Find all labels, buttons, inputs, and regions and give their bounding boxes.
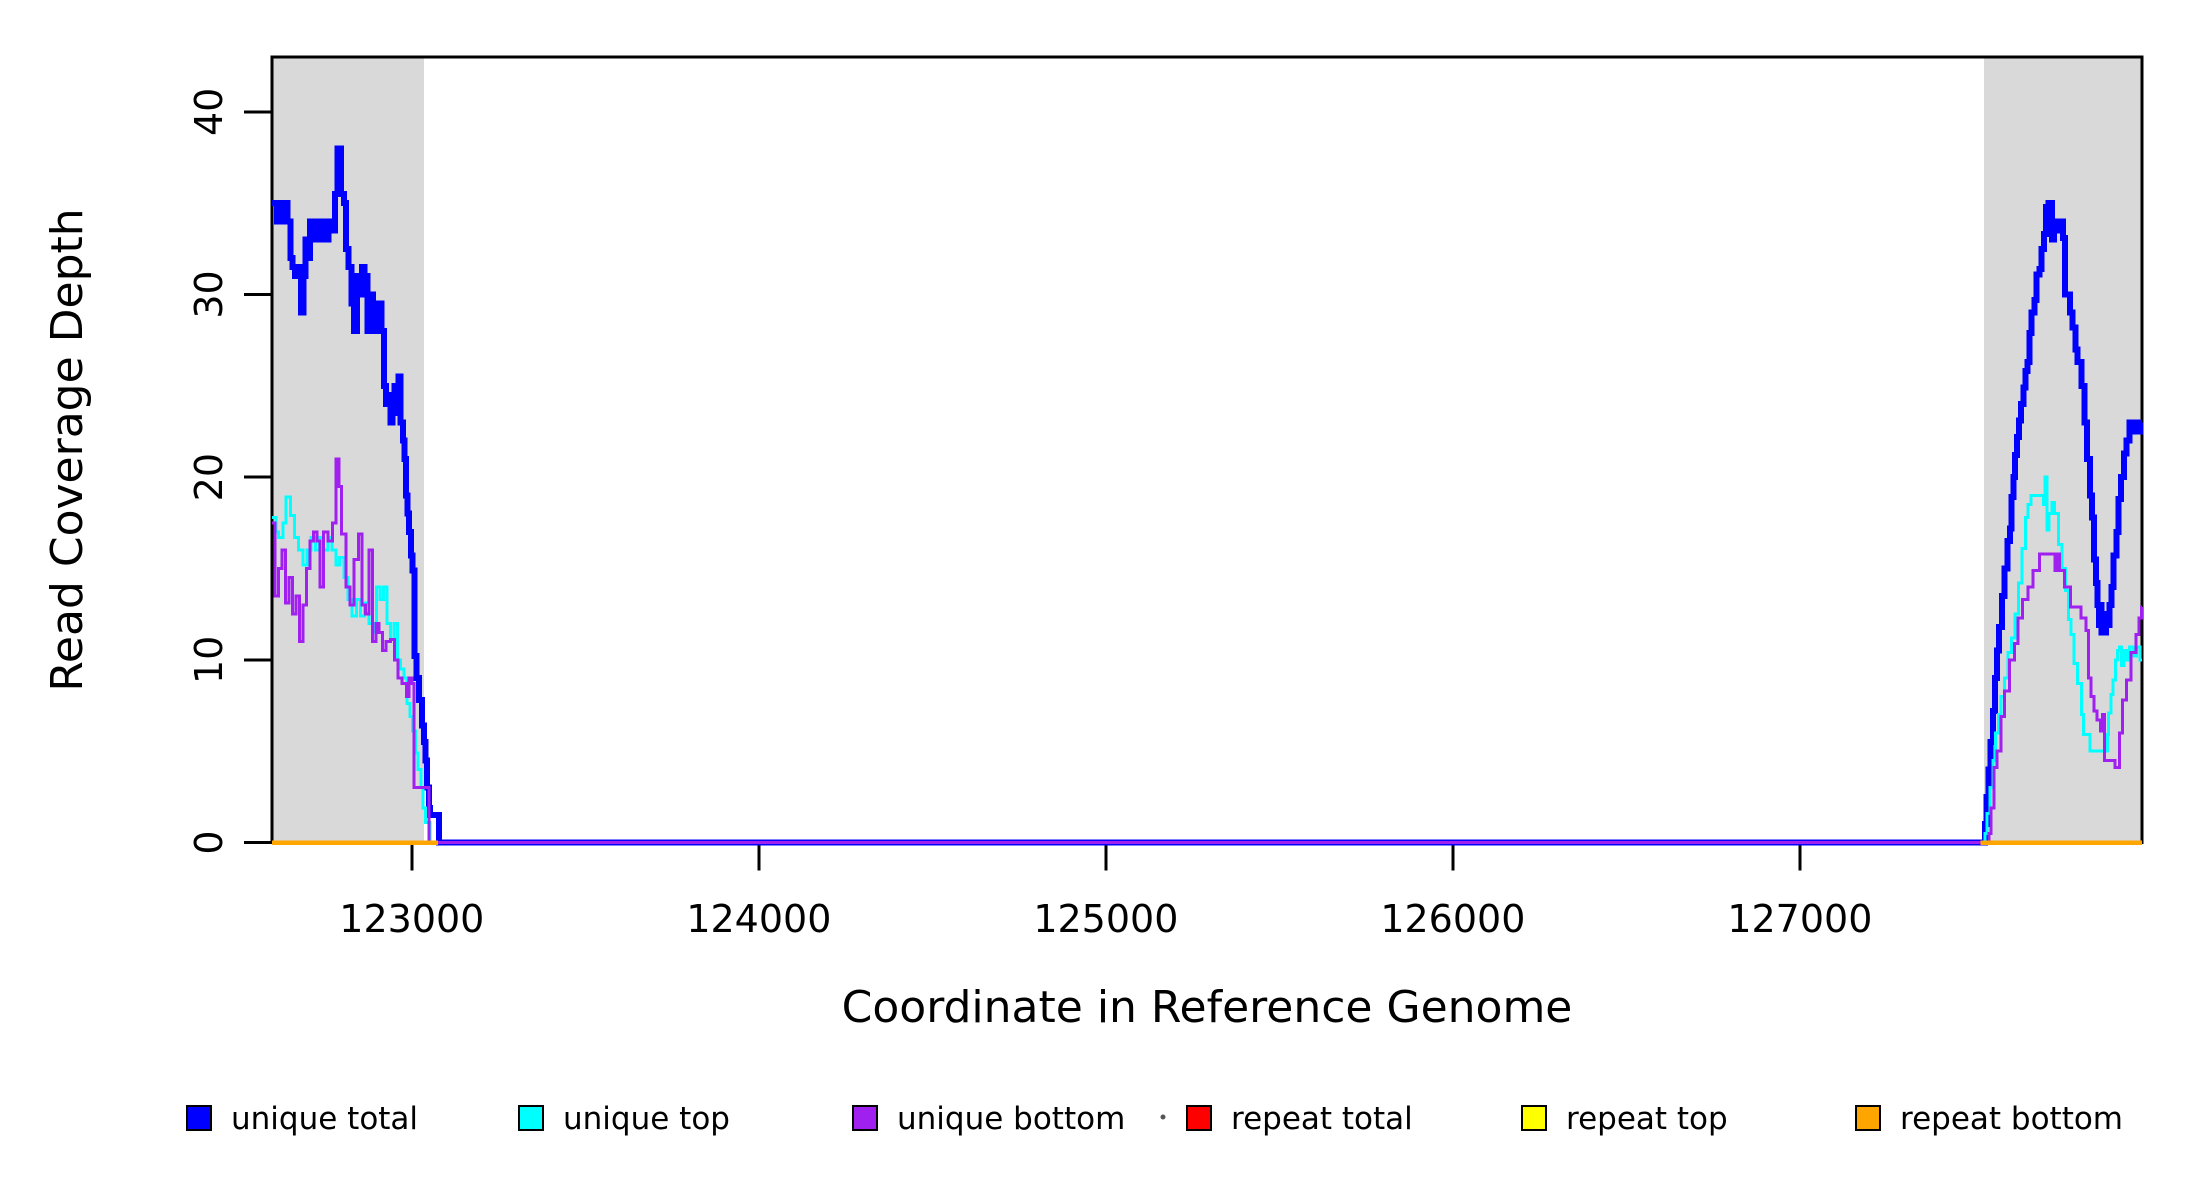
legend-swatch-repeat-total [1186,1105,1212,1131]
y-tick-label: 40 [187,88,231,136]
series-unique_total [272,145,2144,846]
legend-swatch-unique-total [186,1105,212,1131]
data-series [272,145,2144,846]
legend-swatch-repeat-bottom [1855,1105,1881,1131]
plot-border [270,55,2144,844]
repeat-region-left [272,57,424,843]
legend-label-unique-total: unique total [231,1101,418,1137]
legend-label-repeat-bottom: repeat bottom [1900,1101,2123,1137]
repeat-region-right [1983,57,2142,843]
legend-label-repeat-top: repeat top [1566,1101,1728,1137]
x-axis: 123000 124000 125000 126000 127000 [339,842,1872,941]
legend-swatch-repeat-top [1521,1105,1547,1131]
x-tick-label: 126000 [1380,897,1525,941]
x-tick-label: 124000 [686,897,831,941]
series-unique_top [272,475,2142,844]
x-axis-title: Coordinate in Reference Genome [842,982,1573,1033]
y-tick-label: 20 [187,453,231,501]
legend-swatch-unique-top [518,1105,544,1131]
plot-box [270,55,2144,844]
legend-label-repeat-total: repeat total [1231,1101,1413,1137]
y-tick-label: 0 [187,830,231,854]
x-tick-label: 125000 [1033,897,1178,941]
legend-label-unique-bottom: unique bottom [897,1101,1125,1137]
repeat-region-shading [272,57,2142,843]
y-tick-label: 30 [187,270,231,318]
stray-dot [1160,1114,1166,1120]
legend-swatch-unique-bottom [852,1105,878,1131]
legend: unique total unique top unique bottom repea… [186,1101,2123,1137]
x-tick-label: 127000 [1727,897,1872,941]
y-axis: 0 10 20 30 40 [187,88,272,855]
y-axis-title: Read Coverage Depth [42,208,93,691]
y-tick-label: 10 [187,636,231,684]
legend-label-unique-top: unique top [563,1101,730,1137]
series-unique_bottom [272,457,2143,844]
x-tick-label: 123000 [339,897,484,941]
